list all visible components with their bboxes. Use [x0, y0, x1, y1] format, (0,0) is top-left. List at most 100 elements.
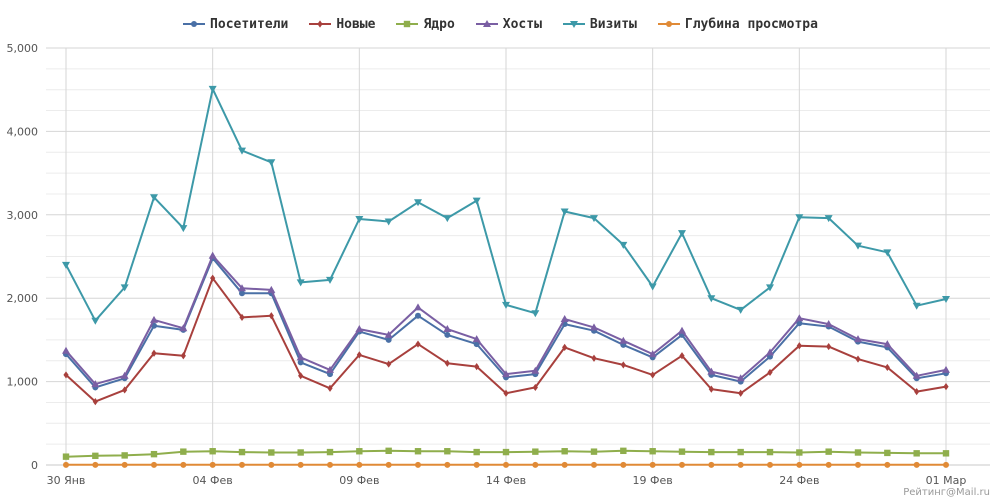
data-point [855, 355, 861, 363]
data-point [767, 368, 773, 377]
data-point [120, 284, 129, 292]
data-point [444, 448, 451, 455]
data-point [208, 85, 217, 93]
data-point [296, 353, 305, 361]
legend-item[interactable]: Глубина просмотра [657, 17, 818, 32]
x-tick-label: 09 Фев [339, 474, 379, 487]
data-point [404, 20, 411, 28]
data-point [91, 317, 100, 325]
legend-swatch [396, 20, 419, 28]
series-4 [62, 85, 950, 325]
legend-item[interactable]: Визиты [562, 17, 637, 32]
data-point [619, 336, 628, 344]
data-point [415, 312, 421, 319]
data-point [678, 230, 686, 238]
legend-item[interactable]: Новые [308, 17, 375, 32]
data-point [238, 448, 246, 456]
y-tick-label: 0 [31, 459, 38, 472]
x-tick-label: 04 Фев [193, 474, 233, 487]
data-point [943, 383, 949, 391]
data-point [737, 461, 744, 468]
data-point [482, 20, 491, 27]
data-point [179, 324, 188, 332]
data-point [121, 452, 128, 459]
legend-swatch [309, 20, 332, 28]
data-point [327, 461, 333, 468]
y-tick-label: 4,000 [7, 125, 39, 138]
data-point [914, 388, 920, 396]
data-point [208, 251, 217, 259]
y-tick-label: 2,000 [7, 292, 39, 305]
data-point [883, 340, 892, 348]
series-2 [62, 447, 950, 460]
data-point [884, 449, 891, 457]
data-point [473, 448, 480, 456]
data-point [121, 461, 128, 468]
data-point [620, 447, 627, 455]
data-point [736, 306, 745, 314]
data-point [590, 448, 598, 455]
data-point [708, 385, 714, 393]
data-point [883, 249, 892, 257]
data-point [649, 448, 656, 455]
data-point [561, 448, 568, 455]
legend-item[interactable]: Ядро [395, 17, 455, 32]
data-point [826, 342, 832, 351]
data-point [648, 283, 657, 291]
data-point [62, 346, 70, 354]
data-point [591, 354, 597, 362]
x-tick-label: 19 Фев [633, 474, 673, 487]
data-point [560, 208, 569, 216]
data-point [92, 452, 99, 460]
data-point [385, 336, 392, 343]
data-point [569, 21, 578, 28]
data-point [503, 389, 509, 397]
data-point [854, 242, 862, 250]
data-point [63, 461, 69, 468]
legend-label: Новые [336, 16, 376, 32]
data-point [239, 290, 245, 297]
legend-swatch [183, 21, 206, 27]
data-point [150, 194, 158, 202]
legend-item[interactable]: Посетители [182, 17, 288, 32]
x-tick-label: 14 Фев [486, 474, 526, 487]
data-point [91, 380, 100, 388]
data-point [472, 197, 481, 205]
data-point [796, 320, 803, 327]
data-point [415, 340, 421, 348]
data-point [297, 359, 304, 366]
data-point [180, 448, 187, 455]
data-point [326, 276, 334, 284]
data-point [854, 449, 862, 456]
legend-swatch [475, 20, 498, 27]
legend-label: Глубина просмотра [684, 16, 818, 32]
legend-item[interactable]: Хосты [475, 17, 542, 32]
data-point [502, 448, 510, 456]
data-point [766, 284, 774, 292]
data-point [268, 449, 275, 456]
data-point [444, 359, 450, 367]
data-point [150, 450, 158, 458]
data-point [913, 461, 920, 468]
data-point [92, 461, 99, 468]
data-point [912, 302, 921, 310]
data-point [443, 215, 452, 223]
data-point [62, 261, 70, 269]
data-point [92, 398, 98, 406]
data-point [531, 366, 540, 374]
series-3 [62, 251, 950, 388]
data-point [444, 331, 451, 338]
data-point [679, 461, 685, 468]
data-point [356, 461, 363, 468]
data-point [62, 453, 70, 460]
data-point [532, 461, 539, 468]
legend-label: Хосты [502, 16, 542, 32]
data-point [384, 330, 393, 338]
data-point [414, 448, 422, 455]
data-point [913, 450, 920, 457]
data-point [532, 383, 538, 392]
data-point [355, 215, 364, 223]
legend-label: Визиты [589, 16, 637, 32]
data-point [665, 21, 672, 27]
data-point [385, 461, 392, 468]
